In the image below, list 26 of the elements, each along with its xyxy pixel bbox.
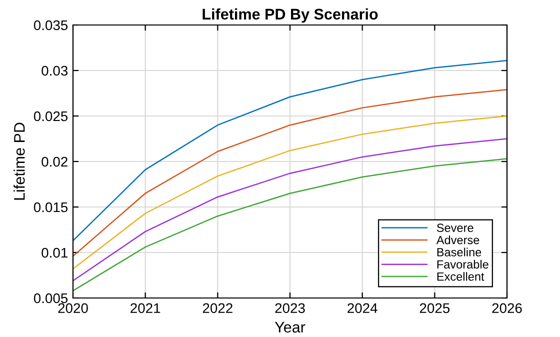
- legend-label: Favorable: [437, 260, 488, 269]
- x-tick-label: 2020: [58, 303, 88, 314]
- legend-label: Baseline: [437, 248, 482, 256]
- x-tick-label: 2025: [420, 303, 450, 314]
- y-tick-label: 0.035: [34, 20, 68, 30]
- y-tick-label: 0.01: [42, 248, 68, 258]
- line-series: [73, 115, 507, 270]
- y-axis-title: Lifetime PD: [14, 122, 25, 200]
- x-tick-label: 2024: [348, 303, 378, 314]
- line-series: [73, 138, 507, 282]
- legend-label: Severe: [436, 224, 474, 232]
- x-tick-label: 2023: [275, 303, 305, 314]
- line-series: [73, 158, 507, 292]
- y-tick-label: 0.005: [34, 293, 68, 304]
- x-axis-title: Year: [274, 322, 306, 333]
- y-tick-label: 0.015: [34, 202, 68, 212]
- x-tick-label: 2026: [492, 303, 522, 314]
- y-tick-label: 0.025: [34, 111, 68, 122]
- x-tick-label: 2021: [130, 303, 160, 314]
- x-tick-label: 2022: [202, 303, 232, 314]
- y-tick-label: 0.02: [42, 156, 68, 167]
- y-tick-label: 0.03: [42, 66, 68, 76]
- chart-title: Lifetime PD By Scenario: [202, 8, 378, 23]
- legend-label: Adverse: [436, 236, 480, 244]
- legend-label: Excellent: [437, 272, 484, 281]
- line-series: [73, 88, 507, 257]
